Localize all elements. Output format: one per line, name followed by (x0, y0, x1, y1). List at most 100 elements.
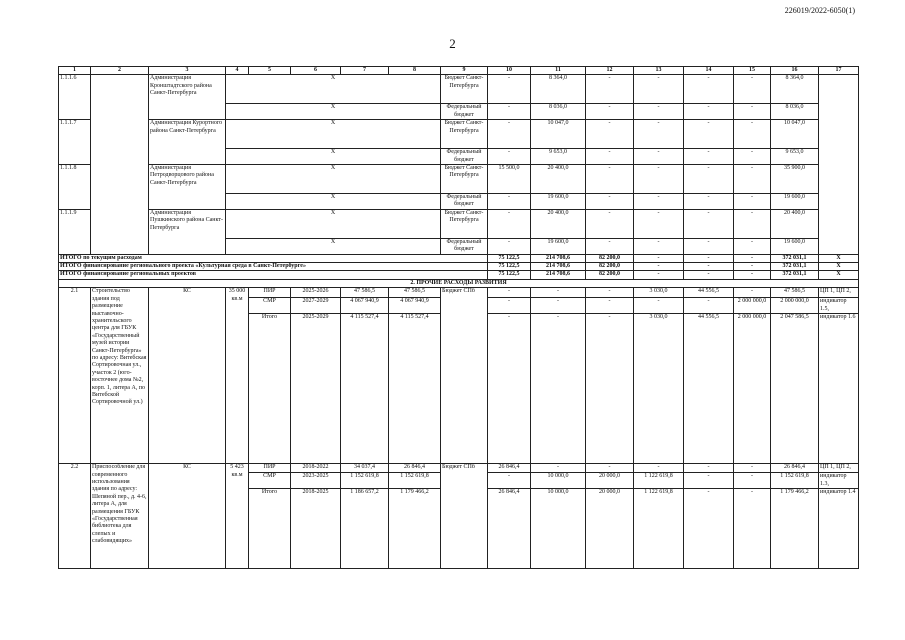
amount-cell: 3 030,0 (633, 313, 684, 465)
amount-cell: - (487, 119, 531, 150)
amount-cell: 10 000,0 (530, 472, 586, 489)
limit: 1 152 619,8 (388, 472, 441, 489)
total-amount: 82 200,0 (585, 262, 634, 272)
funding-source: Бюджет СПб (440, 287, 488, 465)
total-amount: 75 122,5 (487, 270, 531, 280)
not-applicable-mark: X (225, 193, 441, 210)
estimated-cost: 34 037,4 (340, 463, 389, 474)
indicator: ЦП 1, ЦП 2, (818, 287, 859, 299)
column-number: 9 (440, 65, 488, 76)
table-row: 2.1 Строительство здания под размещение в… (58, 287, 859, 465)
total-amount: - (683, 270, 734, 280)
item-number: 2.1 (58, 287, 91, 465)
amount-cell: - (487, 237, 531, 255)
indicator: индикатор 1.3, (818, 472, 859, 489)
table-row: Итого 2018-2025 1 186 657,2 1 179 466,2 26 8… (59, 487, 859, 569)
amount-cell: 2 000 000,0 (733, 297, 771, 315)
stage: Итого (248, 313, 291, 465)
amount-cell: 20 400,0 (530, 164, 586, 195)
amount-cell: - (585, 164, 634, 195)
amount-cell: 9 653,0 (770, 148, 819, 166)
amount-cell: 20 400,0 (770, 208, 819, 239)
table-row: X Федеральный бюджет -19 600,0- - - -19 600,0 (59, 193, 859, 210)
estimated-cost: 4 067 940,9 (340, 297, 389, 315)
amount-cell: 19 600,0 (770, 193, 819, 210)
amount-cell: - (487, 74, 531, 105)
amount-cell: - (733, 148, 771, 166)
total-amount: - (683, 262, 734, 272)
amount-cell: - (487, 313, 531, 465)
amount-cell: - (585, 463, 634, 474)
amount-cell: - (585, 148, 634, 166)
amount-cell: - (585, 313, 634, 465)
page-number: 2 (449, 36, 456, 51)
amount-cell: - (585, 193, 634, 210)
amount-cell: - (683, 237, 734, 255)
column-number: 16 (770, 65, 819, 76)
amount-cell: - (487, 287, 531, 299)
funding-source: Бюджет Санкт-Петербурга (440, 164, 488, 195)
amount-cell: 1 179 466,2 (770, 487, 819, 569)
not-applicable-mark: X (225, 103, 441, 121)
not-applicable-mark: X (225, 148, 441, 166)
amount-cell: 26 846,4 (487, 463, 531, 474)
total-row: ИТОГО финансирование регионального проек… (58, 262, 859, 272)
amount-cell: - (683, 297, 734, 315)
total-amount: 82 200,0 (585, 270, 634, 280)
funding-source: Бюджет Санкт-Петербурга (440, 74, 488, 105)
total-amount: - (633, 270, 684, 280)
amount-cell: - (585, 237, 634, 255)
total-amount: - (683, 253, 734, 264)
amount-cell: - (585, 103, 634, 121)
amount-cell: 10 047,0 (770, 119, 819, 150)
amount-cell: - (530, 463, 586, 474)
stage: ПИР (248, 287, 291, 299)
amount-cell: 20 400,0 (530, 208, 586, 239)
limit: 47 586,5 (388, 287, 441, 299)
total-label: ИТОГО по текущим расходам (58, 253, 488, 264)
amount-cell: 20 000,0 (585, 487, 634, 569)
column-number: 13 (633, 65, 684, 76)
header-row: 1 2 3 4 5 6 7 8 9 10 11 12 13 14 15 16 17 (58, 65, 859, 76)
total-amount: - (733, 270, 771, 280)
column-number: 1 (58, 65, 91, 76)
table-row: 1.1.1.6 Администрация Кронштадтского райо… (58, 74, 859, 255)
stage: СМР (248, 472, 291, 489)
amount-cell: - (683, 148, 734, 166)
amount-cell: - (683, 463, 734, 474)
amount-cell: - (633, 297, 684, 315)
amount-cell: - (487, 297, 531, 315)
amount-cell: - (530, 287, 586, 299)
amount-cell: - (633, 119, 684, 150)
amount-cell: - (487, 208, 531, 239)
amount-cell: 19 600,0 (530, 193, 586, 210)
amount-cell: 26 846,4 (770, 463, 819, 474)
funding-source: Федеральный бюджет (440, 148, 488, 166)
amount-cell: - (733, 74, 771, 105)
period: 2025-2029 (290, 313, 341, 465)
total-amount: - (733, 262, 771, 272)
total-col17: X (818, 262, 859, 272)
amount-cell: 1 152 619,8 (770, 472, 819, 489)
executor: Администрация Кронштадтского района Санк… (148, 74, 226, 121)
amount-cell: 8 036,0 (770, 103, 819, 121)
total-amount: 75 122,5 (487, 253, 531, 264)
column-number: 17 (818, 65, 859, 76)
amount-cell: 2 047 586,5 (770, 313, 819, 465)
column-number: 6 (290, 65, 341, 76)
table-row: 1.1.1.8 Администрация Петродворцового рай… (58, 164, 859, 210)
amount-cell: 1 122 619,8 (633, 472, 684, 489)
amount-cell: - (633, 103, 684, 121)
amount-cell: - (683, 472, 734, 489)
amount-cell: - (633, 164, 684, 195)
limit: 1 179 466,2 (388, 487, 441, 569)
funding-source: Федеральный бюджет (440, 193, 488, 210)
item-number: 2.2 (58, 463, 91, 569)
total-amount: 75 122,5 (487, 262, 531, 272)
capacity: 5 423 кв.м (225, 463, 249, 569)
total-amount: - (633, 253, 684, 264)
amount-cell: - (683, 487, 734, 569)
amount-cell: - (733, 237, 771, 255)
amount-cell: - (733, 103, 771, 121)
